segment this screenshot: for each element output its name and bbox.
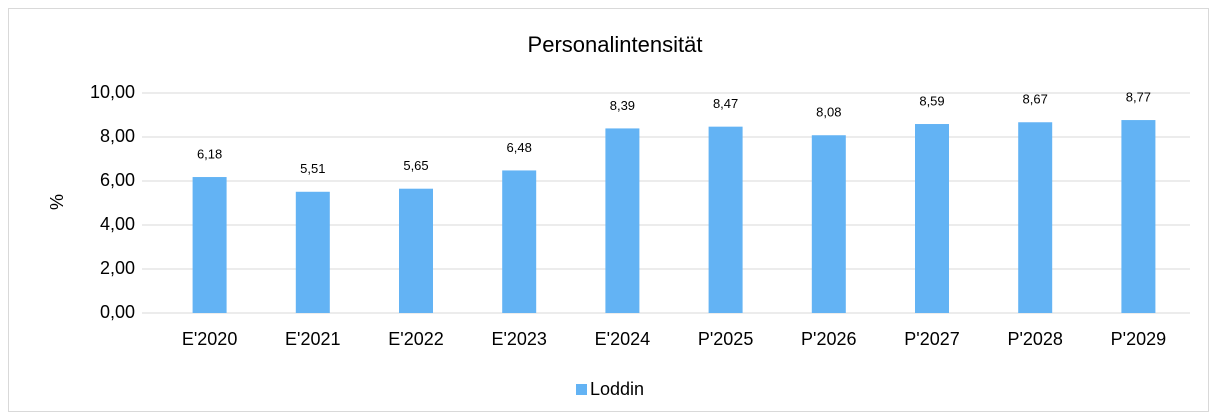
legend-label: Loddin [590, 379, 644, 399]
value-label: 8,59 [919, 93, 944, 108]
y-tick-label: 4,00 [100, 214, 135, 234]
y-axis-label: % [47, 194, 67, 210]
value-label: 8,39 [610, 98, 635, 113]
bar [811, 135, 846, 313]
bar [605, 128, 640, 313]
bar [708, 126, 743, 313]
x-tick-label: P'2025 [698, 329, 754, 349]
value-label: 5,65 [403, 158, 428, 173]
y-tick-label: 2,00 [100, 258, 135, 278]
x-tick-label: E'2022 [388, 329, 444, 349]
y-tick-label: 0,00 [100, 302, 135, 322]
value-label: 6,18 [197, 146, 222, 161]
value-label: 8,67 [1023, 92, 1048, 107]
x-tick-label: E'2024 [595, 329, 651, 349]
y-tick-label: 8,00 [100, 126, 135, 146]
x-tick-label: P'2027 [904, 329, 960, 349]
y-tick-label: 10,00 [90, 82, 135, 102]
bar [192, 177, 227, 313]
x-tick-label: P'2029 [1111, 329, 1167, 349]
bar [399, 188, 433, 313]
value-label: 6,48 [507, 140, 532, 155]
chart-title: Personalintensität [528, 32, 703, 57]
value-label: 8,47 [713, 96, 738, 111]
value-label: 8,08 [816, 105, 841, 120]
legend-swatch [576, 384, 587, 395]
bar [1121, 120, 1156, 313]
value-label: 8,77 [1126, 89, 1151, 104]
x-tick-label: E'2021 [285, 329, 341, 349]
x-tick-label: P'2026 [801, 329, 857, 349]
value-label: 5,51 [300, 161, 325, 176]
bar [295, 191, 330, 313]
bar [915, 124, 949, 314]
x-tick-label: P'2028 [1007, 329, 1063, 349]
y-tick-label: 6,00 [100, 170, 135, 190]
x-tick-label: E'2023 [491, 329, 547, 349]
x-tick-label: E'2020 [182, 329, 238, 349]
bar [1018, 122, 1053, 313]
bar [502, 170, 537, 313]
